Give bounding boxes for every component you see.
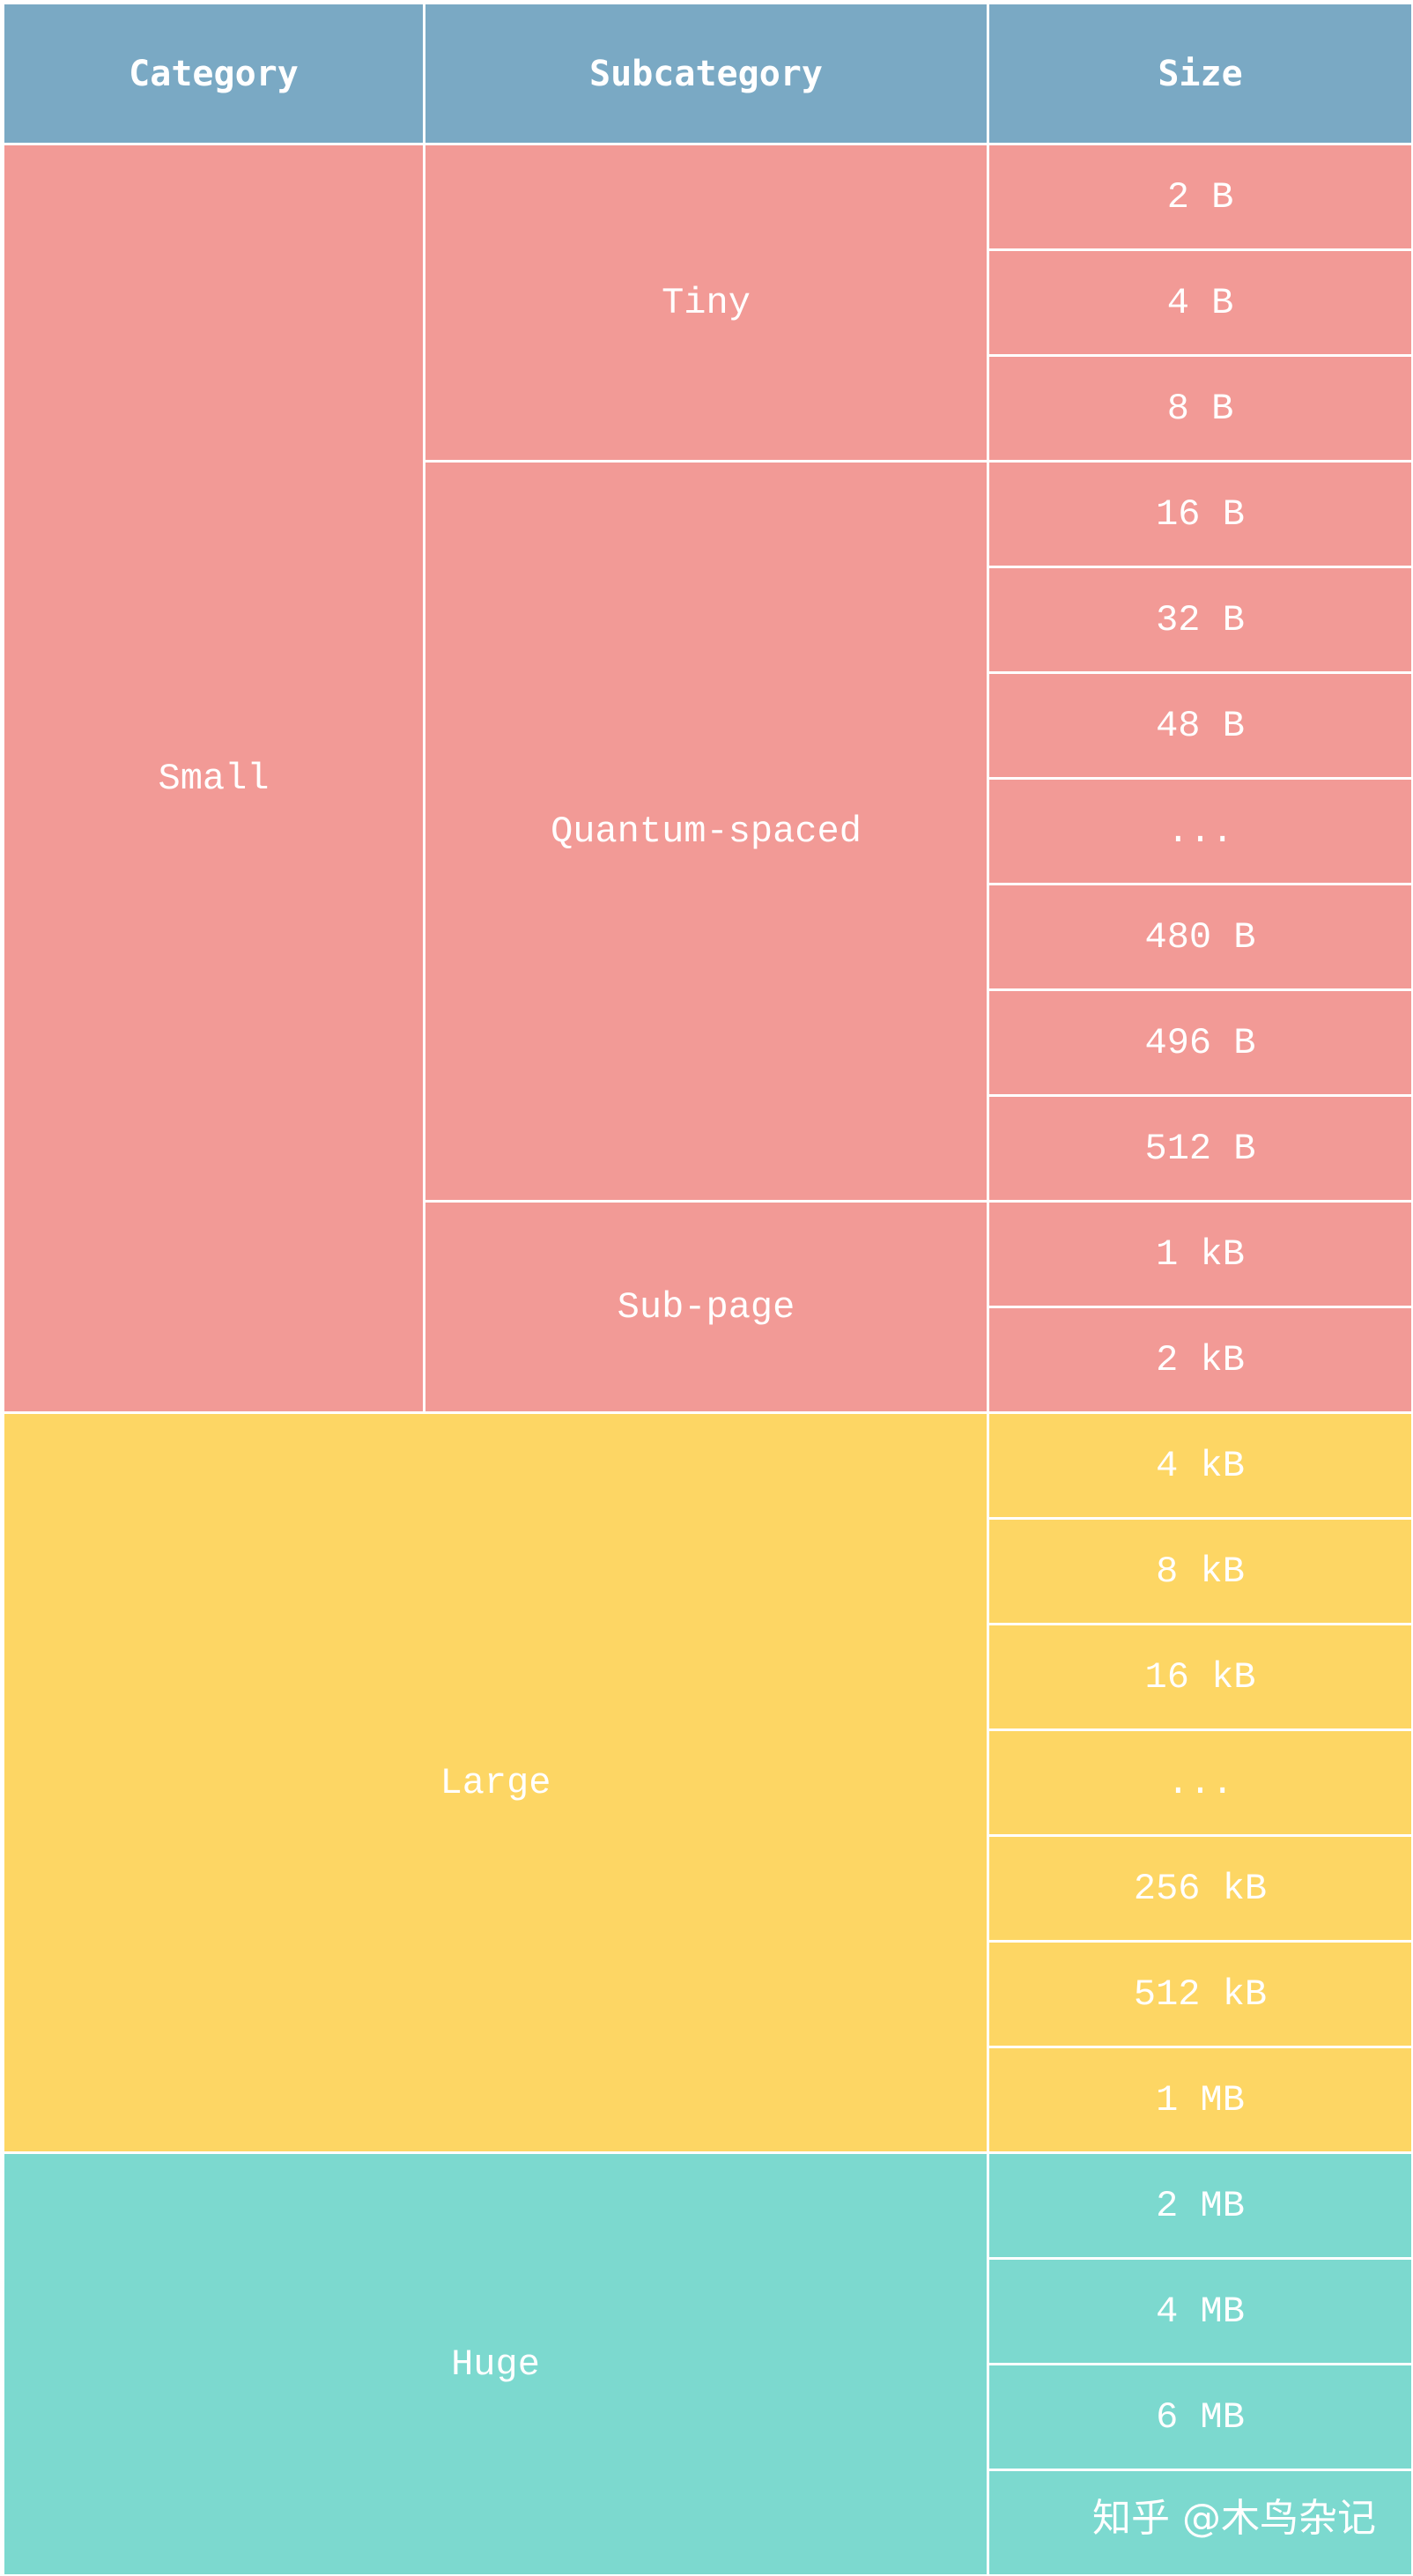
- size-cell: 512 kB: [987, 1940, 1413, 2048]
- size-cell: 1 MB: [987, 2046, 1413, 2154]
- header-row: Category Subcategory Size: [2, 2, 1413, 145]
- category-small: Small: [2, 143, 425, 1414]
- size-cell: 8 kB: [987, 1517, 1413, 1625]
- size-cell: 32 B: [987, 566, 1413, 674]
- subcategory-sub-page: Sub-page: [423, 1200, 989, 1414]
- table-row: Large 4 kB: [2, 1411, 1413, 2154]
- size-cell: 2 B: [987, 143, 1413, 251]
- size-cell: 4 MB: [987, 2257, 1413, 2365]
- table-row: ...: [4, 1728, 1413, 1837]
- table-row: 8 B: [4, 354, 1413, 463]
- size-cell: 1 kB: [987, 1200, 1413, 1308]
- size-cell: 4 kB: [987, 1411, 1413, 1520]
- table-row: 512 B: [4, 1094, 1413, 1203]
- table-row: 4 B: [4, 248, 1413, 357]
- table-row: ...: [4, 777, 1413, 885]
- size-cell: 6 MB: [987, 2363, 1413, 2471]
- table-row: 480 B: [4, 883, 1413, 991]
- size-cell-empty: [987, 2469, 1413, 2576]
- header-category: Category: [2, 2, 425, 145]
- size-cell: 48 B: [987, 671, 1413, 780]
- table-row: 8 kB: [4, 1517, 1413, 1625]
- size-cell: 4 B: [987, 248, 1413, 357]
- table-row: 48 B: [4, 671, 1413, 780]
- size-cell-ellipsis: ...: [987, 777, 1413, 885]
- table-row: [4, 2469, 1413, 2576]
- table-row: Small Tiny 2 B: [2, 143, 1413, 1414]
- size-cell: 16 B: [987, 460, 1413, 568]
- table-row: Quantum-spaced 16 B: [4, 460, 1413, 1203]
- watermark: 知乎 @木鸟杂记: [1092, 2496, 1376, 2541]
- header-subcategory: Subcategory: [423, 2, 989, 145]
- size-cell: 256 kB: [987, 1834, 1413, 1943]
- table-row: 512 kB: [4, 1940, 1413, 2048]
- table-row: 1 MB: [4, 2046, 1413, 2154]
- size-cell: 16 kB: [987, 1623, 1413, 1731]
- table-row: 496 B: [4, 988, 1413, 1097]
- size-cell: 2 MB: [987, 2151, 1413, 2260]
- table-row: Sub-page 1 kB: [4, 1200, 1413, 1414]
- header-size: Size: [987, 2, 1413, 145]
- size-cell: 2 kB: [987, 1306, 1413, 1414]
- size-cell: 480 B: [987, 883, 1413, 991]
- size-cell: 512 B: [987, 1094, 1413, 1203]
- table-row: 2 kB: [4, 1306, 1413, 1414]
- size-cell: 496 B: [987, 988, 1413, 1097]
- table-row: 32 B: [4, 566, 1413, 674]
- table-row: 4 MB: [4, 2257, 1413, 2365]
- table-row: 16 kB: [4, 1623, 1413, 1731]
- size-cell-ellipsis: ...: [987, 1728, 1413, 1837]
- subcategory-quantum-spaced: Quantum-spaced: [423, 460, 989, 1203]
- subcategory-tiny: Tiny: [423, 143, 989, 463]
- size-cell: 8 B: [987, 354, 1413, 463]
- table-row: Huge 2 MB: [2, 2151, 1413, 2576]
- category-large: Large: [2, 1411, 989, 2154]
- table-row: 256 kB: [4, 1834, 1413, 1943]
- category-huge: Huge: [2, 2151, 989, 2576]
- table-row: 6 MB: [4, 2363, 1413, 2471]
